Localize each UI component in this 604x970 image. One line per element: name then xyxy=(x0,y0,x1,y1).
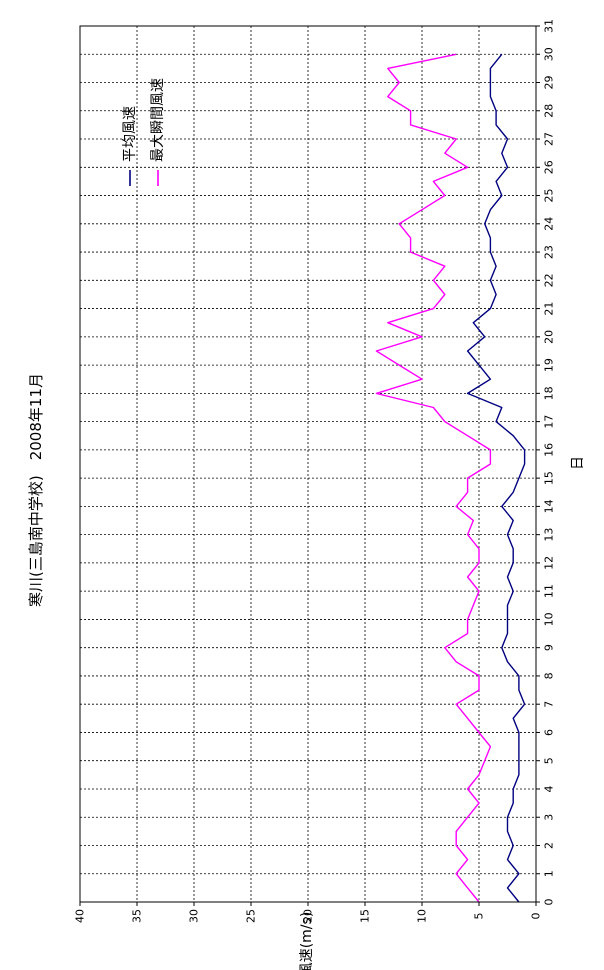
x-tick-label: 18 xyxy=(543,386,556,400)
series-line-mean xyxy=(466,53,526,903)
x-tick-label: 31 xyxy=(543,19,556,33)
y-tick-label: 5 xyxy=(473,913,486,920)
x-tick-label: 13 xyxy=(543,528,556,542)
y-tick-label: 15 xyxy=(359,909,372,923)
y-axis-label: 風速(m/s) xyxy=(299,912,315,970)
y-tick-label: 20 xyxy=(302,909,315,923)
x-tick-label: 25 xyxy=(543,189,556,203)
x-tick-label: 26 xyxy=(543,160,556,174)
x-tick-label: 5 xyxy=(543,757,556,764)
y-axis-ticks: 0 5 10 15 20 25 30 35 40 xyxy=(74,902,543,923)
x-tick-label: 15 xyxy=(543,471,556,485)
x-tick-label: 16 xyxy=(543,443,556,457)
x-tick-label: 8 xyxy=(543,672,556,679)
x-tick-label: 19 xyxy=(543,358,556,372)
x-axis-ticks: 0123456789101112131415161718192021222324… xyxy=(536,19,556,906)
chart-title: 寒川(三島南中学校) 2008年11月 xyxy=(27,373,45,607)
x-tick-label: 23 xyxy=(543,245,556,259)
y-tick-label: 35 xyxy=(131,909,144,923)
grid xyxy=(80,26,536,902)
x-tick-label: 29 xyxy=(543,76,556,90)
x-tick-label: 24 xyxy=(543,217,556,231)
x-tick-label: 3 xyxy=(543,814,556,821)
y-tick-label: 25 xyxy=(245,909,258,923)
y-tick-label: 40 xyxy=(74,909,87,923)
y-tick-label: 30 xyxy=(188,909,201,923)
x-tick-label: 9 xyxy=(543,644,556,651)
x-tick-label: 4 xyxy=(543,785,556,792)
x-tick-label: 27 xyxy=(543,132,556,146)
y-tick-label: 0 xyxy=(530,913,543,920)
x-tick-label: 20 xyxy=(543,330,556,344)
legend-label-gust: 最大瞬間風速 xyxy=(150,78,166,162)
x-tick-label: 22 xyxy=(543,273,556,287)
x-tick-label: 2 xyxy=(543,842,556,849)
x-tick-label: 21 xyxy=(543,302,556,316)
x-tick-label: 11 xyxy=(543,584,556,598)
x-tick-label: 12 xyxy=(543,556,556,570)
x-axis-label: 日 xyxy=(570,456,586,470)
x-tick-label: 7 xyxy=(543,701,556,708)
series-line-gust xyxy=(375,53,492,903)
x-tick-label: 14 xyxy=(543,499,556,513)
legend-label-mean: 平均風速 xyxy=(122,106,138,162)
legend: 平均風速 最大瞬間風速 xyxy=(122,78,166,186)
x-tick-label: 6 xyxy=(543,729,556,736)
series-lines xyxy=(375,53,526,903)
x-tick-label: 10 xyxy=(543,612,556,626)
x-tick-label: 17 xyxy=(543,415,556,429)
x-tick-label: 1 xyxy=(543,870,556,877)
x-tick-label: 28 xyxy=(543,104,556,118)
x-tick-label: 30 xyxy=(543,47,556,61)
y-tick-label: 10 xyxy=(416,909,429,923)
x-tick-label: 0 xyxy=(543,899,556,906)
